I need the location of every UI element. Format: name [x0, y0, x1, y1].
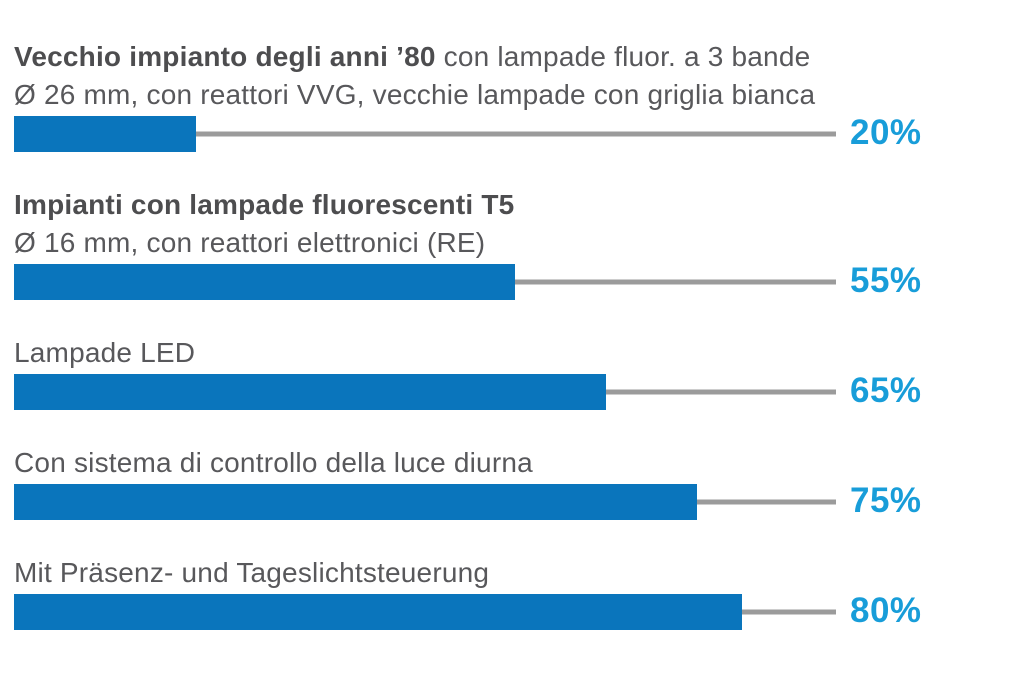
- chart-row-presence-daylight-control: Mit Präsenz- und Tageslichtsteuerung 80%: [14, 554, 1011, 630]
- bar-track: 55%: [14, 261, 1011, 301]
- bar-track: 80%: [14, 591, 1011, 631]
- row-label-bold: Vecchio impianto degli anni ’80: [14, 41, 436, 72]
- row-label-regular: Con sistema di controllo della luce diur…: [14, 447, 533, 478]
- row-label-bold: Impianti con lampade fluorescenti T5: [14, 189, 515, 220]
- value-label: 75%: [850, 481, 922, 521]
- row-label: Lampade LED: [14, 334, 1011, 372]
- row-label: Mit Präsenz- und Tageslichtsteuerung: [14, 554, 1011, 592]
- row-label-regular: Lampade LED: [14, 337, 196, 368]
- row-sublabel: Ø 16 mm, con reattori elettronici (RE): [14, 227, 486, 258]
- value-label: 80%: [850, 591, 922, 631]
- bar-track: 75%: [14, 481, 1011, 521]
- value-label: 20%: [850, 113, 922, 153]
- chart-row-t5-fluorescent: Impianti con lampade fluorescenti T5 Ø 1…: [14, 186, 1011, 300]
- value-bar: [14, 264, 515, 300]
- chart-row-old-installation: Vecchio impianto degli anni ’80 con lamp…: [14, 38, 1011, 152]
- value-bar: [14, 484, 697, 520]
- row-label-regular: Mit Präsenz- und Tageslichtsteuerung: [14, 557, 490, 588]
- value-bar: [14, 594, 742, 630]
- value-label: 65%: [850, 371, 922, 411]
- connector-line: [14, 131, 836, 137]
- chart-row-led: Lampade LED 65%: [14, 334, 1011, 410]
- value-label: 55%: [850, 261, 922, 301]
- bar-track: 65%: [14, 371, 1011, 411]
- row-label-regular: con lampade fluor. a 3 bande: [435, 41, 811, 72]
- value-bar: [14, 374, 606, 410]
- value-bar: [14, 116, 196, 152]
- chart-row-daylight-control: Con sistema di controllo della luce diur…: [14, 444, 1011, 520]
- row-label: Con sistema di controllo della luce diur…: [14, 444, 1011, 482]
- row-label: Impianti con lampade fluorescenti T5: [14, 186, 1011, 224]
- bar-track: 20%: [14, 113, 1011, 153]
- row-label: Vecchio impianto degli anni ’80 con lamp…: [14, 38, 1011, 76]
- row-sublabel: Ø 26 mm, con reattori VVG, vecchie lampa…: [14, 79, 816, 110]
